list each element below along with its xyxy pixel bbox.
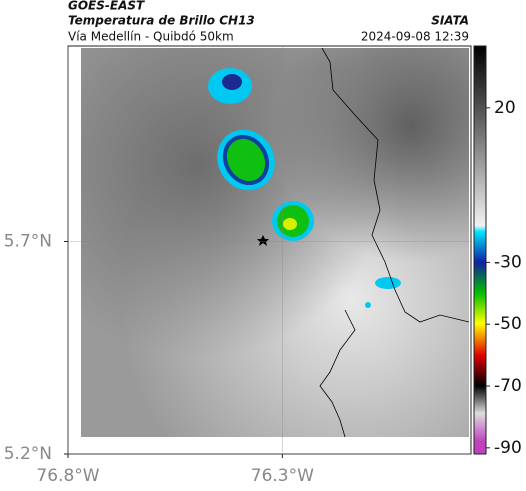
subtitle: Temperatura de Brillo CH13 [68, 14, 255, 28]
colorbar [473, 45, 487, 455]
colorbar-label: -90 [494, 438, 522, 458]
x-tick-label: 76.8°W [36, 466, 99, 486]
colorbar-label: 20 [494, 98, 516, 118]
y-tick-label: 5.2°N [4, 444, 52, 464]
y-tick-label: 5.7°N [4, 232, 52, 252]
x-tick-label: 76.3°W [251, 466, 314, 486]
datetime: 2024-09-08 12:39 [361, 30, 469, 44]
colorbar-label: -50 [494, 314, 522, 334]
region: Vía Medellín - Quibdó 50km [68, 30, 234, 44]
satellite-image [81, 47, 470, 438]
colorbar-label: -30 [494, 252, 522, 272]
colorbar-label: -70 [494, 376, 522, 396]
title: GOES-EAST [68, 0, 145, 13]
source: SIATA [431, 14, 469, 28]
